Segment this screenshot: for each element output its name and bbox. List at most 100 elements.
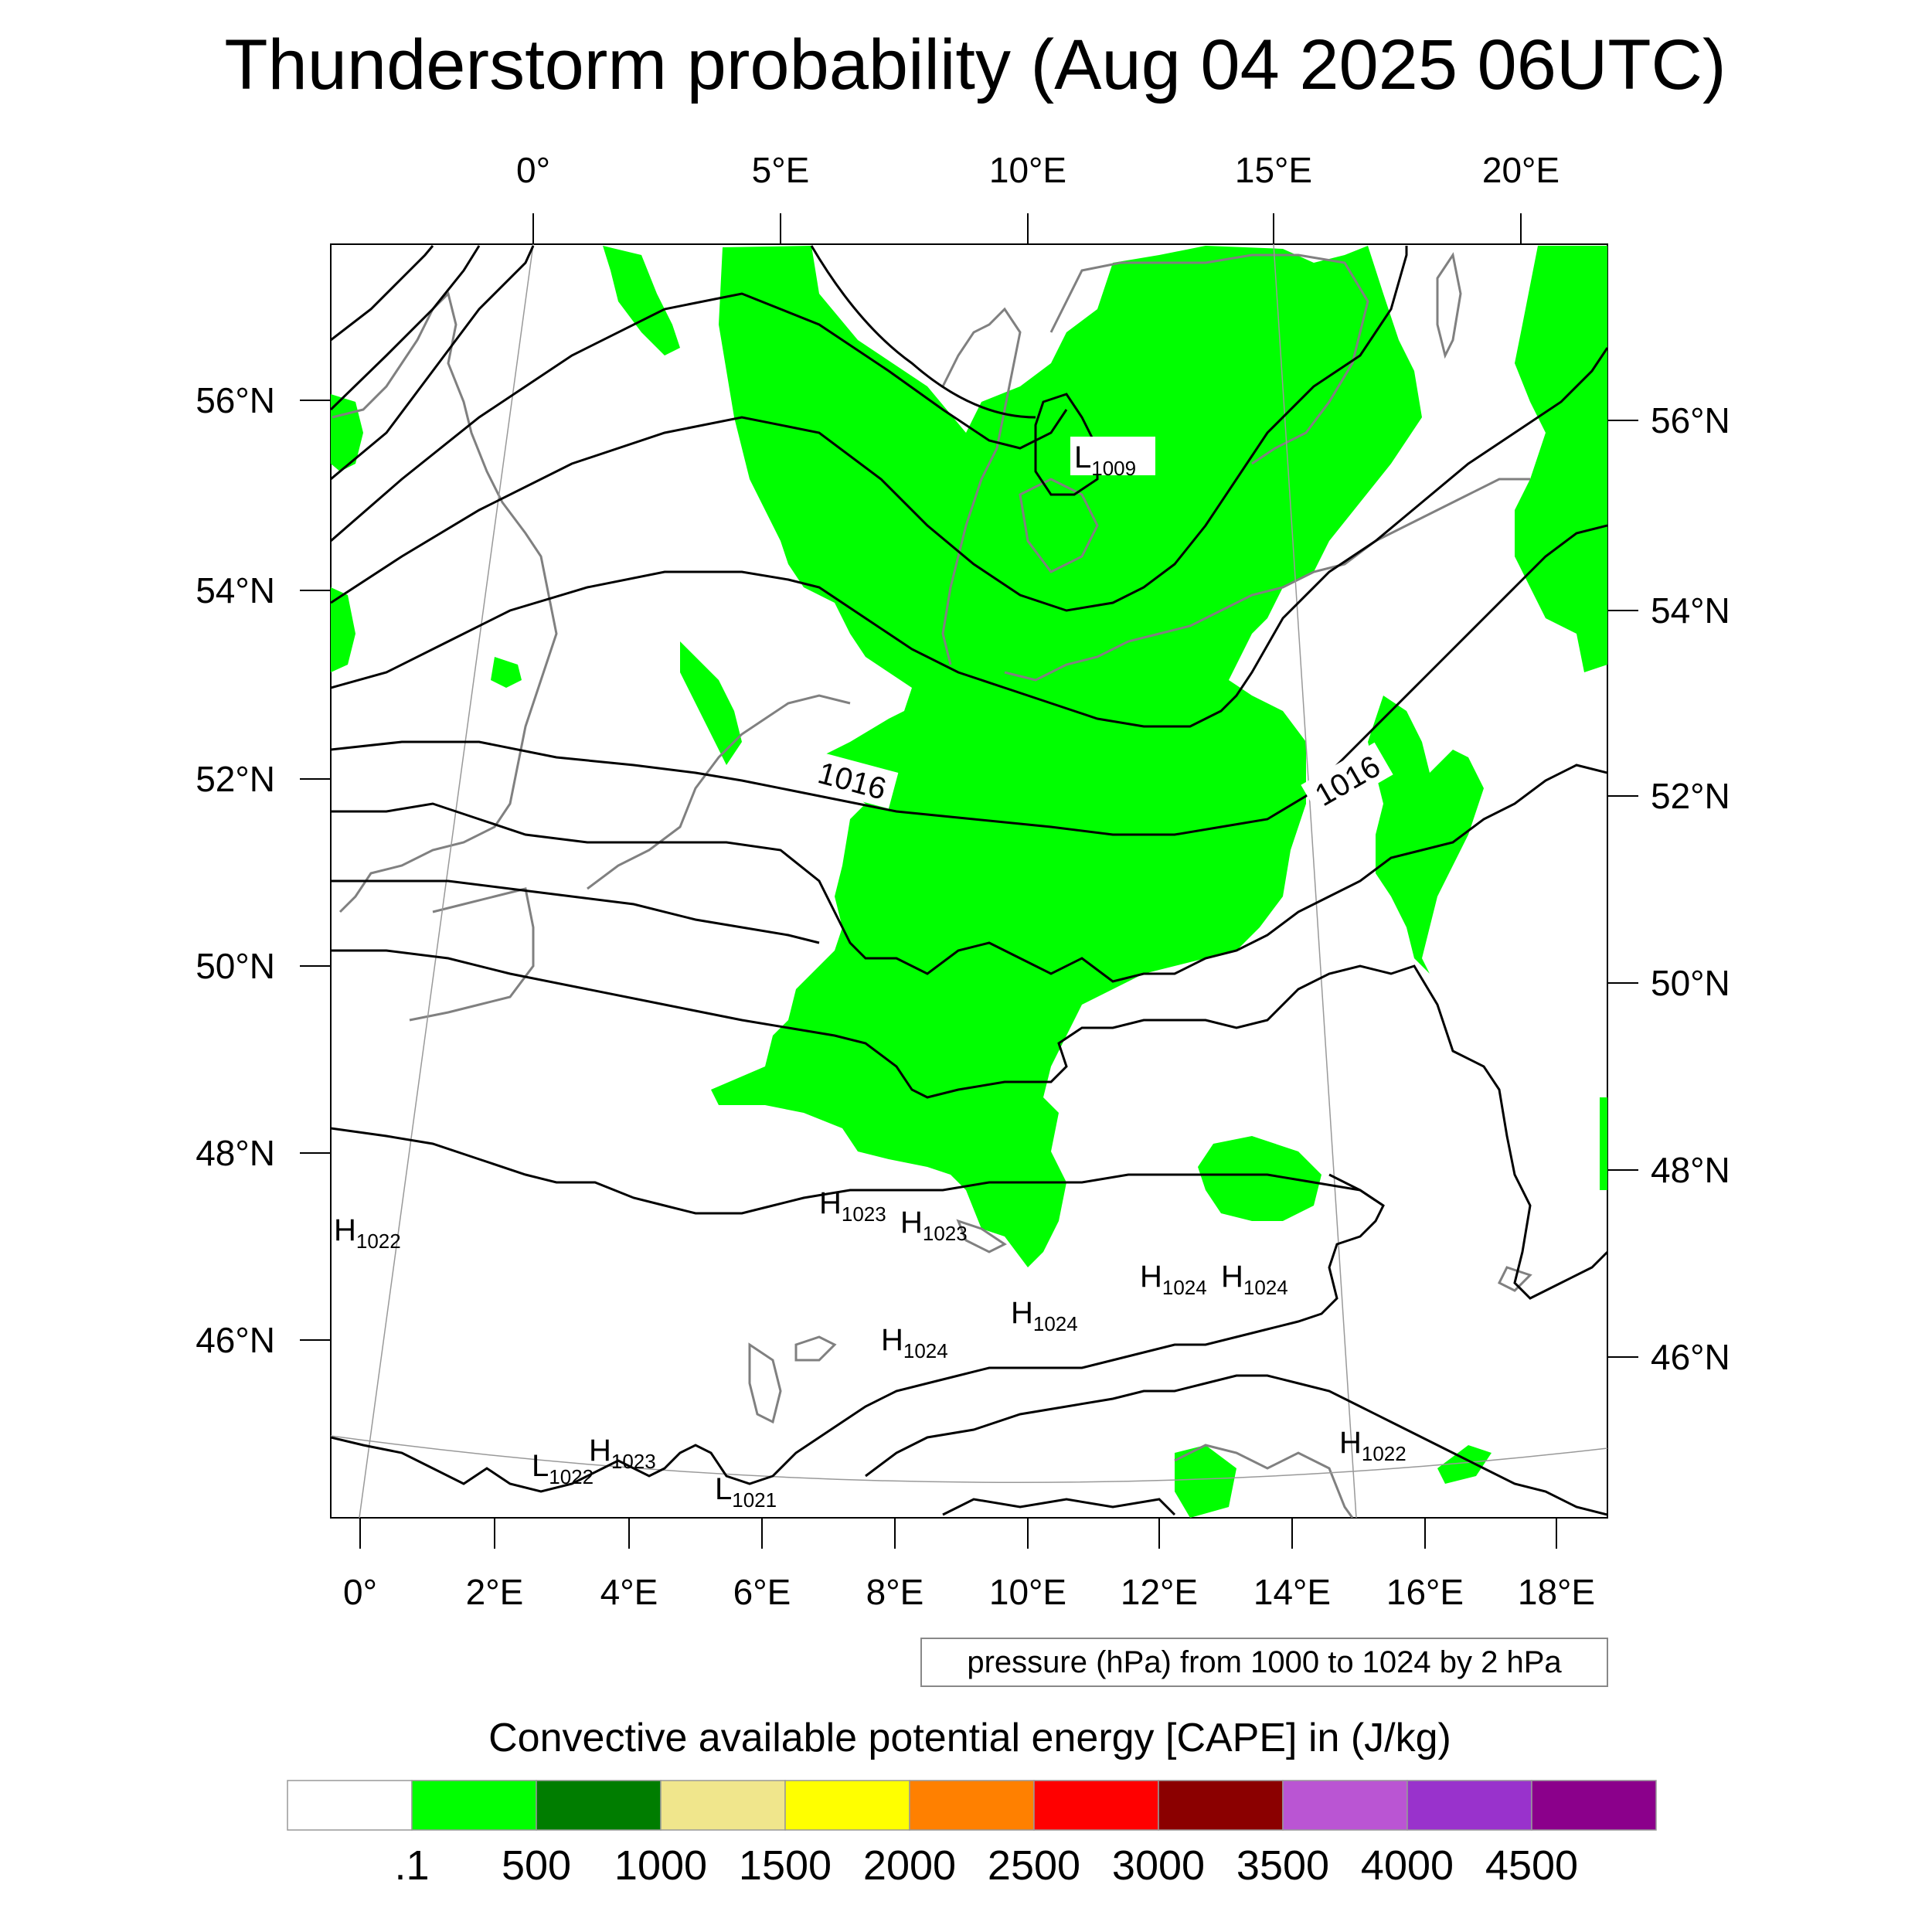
svg-text:H1024: H1024 bbox=[1140, 1260, 1207, 1299]
isobar-2 bbox=[331, 245, 481, 411]
top-tick-label: 15°E bbox=[1235, 150, 1312, 190]
bottom-axis-labels: 0° 2°E 4°E 6°E 8°E 10°E 12°E 14°E 16°E 1… bbox=[343, 1572, 1595, 1612]
bottom-tick-label: 14°E bbox=[1253, 1572, 1331, 1612]
pressure-center-l1009: L1009 bbox=[1070, 437, 1155, 480]
colorbar-swatch bbox=[536, 1780, 662, 1831]
colorbar-label: 4500 bbox=[1485, 1842, 1578, 1889]
colorbar-swatch bbox=[1406, 1780, 1532, 1831]
isobar-1 bbox=[331, 245, 434, 342]
isobar-8 bbox=[331, 524, 1607, 836]
colorbar-swatch bbox=[1158, 1780, 1284, 1831]
parallel-45n bbox=[331, 1435, 1607, 1484]
pressure-center-h1023-b: H1023 bbox=[900, 1206, 968, 1245]
colorbar-labels: .1 500 1000 1500 2000 2500 3000 3500 4000 4500 bbox=[394, 1842, 1578, 1889]
bottom-tick-label: 16°E bbox=[1386, 1572, 1464, 1612]
pressure-center-l1022: L1022 bbox=[532, 1449, 594, 1488]
svg-text:L1021: L1021 bbox=[715, 1472, 777, 1512]
colorbar-label: 4000 bbox=[1361, 1842, 1454, 1889]
left-tick-label: 48°N bbox=[196, 1133, 275, 1173]
right-tick-label: 54°N bbox=[1651, 590, 1730, 631]
map-panel: 1016 1016 L1009 H1022 H1023 H1023 H1024 bbox=[196, 150, 1730, 1612]
pressure-center-labels: L1009 H1022 H1023 H1023 H1024 H1024 H102… bbox=[334, 437, 1406, 1512]
isobar-10 bbox=[331, 879, 820, 944]
map-title: Thunderstorm probability (Aug 04 2025 06… bbox=[224, 26, 1726, 104]
colorbar-swatch bbox=[660, 1780, 786, 1831]
left-axis-labels: 56°N 54°N 52°N 50°N 48°N 46°N bbox=[196, 380, 275, 1360]
isobars bbox=[331, 245, 1607, 1516]
isobar-7 bbox=[331, 347, 1607, 728]
cape-area-main bbox=[711, 246, 1422, 1267]
left-tick-label: 56°N bbox=[196, 380, 275, 420]
svg-text:H1024: H1024 bbox=[1011, 1296, 1078, 1335]
bottom-tick-label: 6°E bbox=[733, 1572, 791, 1612]
right-tick-label: 56°N bbox=[1651, 400, 1730, 440]
colorbar-label: 2500 bbox=[988, 1842, 1080, 1889]
left-tick-label: 50°N bbox=[196, 946, 275, 986]
svg-text:H1023: H1023 bbox=[900, 1206, 968, 1245]
coast-baltic-south bbox=[1004, 478, 1530, 682]
colorbar-label: 3000 bbox=[1112, 1842, 1205, 1889]
isobar-16 bbox=[942, 1498, 1176, 1516]
colorbar-label: 500 bbox=[502, 1842, 571, 1889]
colorbar-swatch bbox=[909, 1780, 1035, 1831]
isobar-4 bbox=[331, 292, 1068, 543]
colorbar-swatches bbox=[287, 1780, 1657, 1831]
left-tick-label: 54°N bbox=[196, 570, 275, 611]
pressure-center-h1023-c: H1023 bbox=[589, 1434, 656, 1473]
top-tick-label: 20°E bbox=[1482, 150, 1560, 190]
isobar-5 bbox=[810, 245, 1036, 419]
cape-area-se-corner bbox=[1437, 1445, 1492, 1484]
colorbar-label: 1000 bbox=[614, 1842, 707, 1889]
isobar-3 bbox=[331, 245, 535, 481]
bottom-tick-label: 0° bbox=[343, 1572, 377, 1612]
right-tick-label: 52°N bbox=[1651, 776, 1730, 816]
tick-marks bbox=[300, 213, 1638, 1549]
coast-gotland bbox=[1436, 252, 1462, 359]
coast-dk-islands bbox=[1019, 478, 1099, 573]
cape-area-east bbox=[1368, 696, 1484, 974]
coast-benelux bbox=[587, 694, 851, 890]
contour-info-box: pressure (hPa) from 1000 to 1024 by 2 hP… bbox=[920, 1638, 1608, 1687]
colorbar-label: 2000 bbox=[863, 1842, 956, 1889]
bottom-tick-label: 8°E bbox=[866, 1572, 924, 1612]
svg-text:H1024: H1024 bbox=[1221, 1260, 1288, 1299]
pressure-center-h1022-west: H1022 bbox=[334, 1213, 401, 1253]
svg-text:H1023: H1023 bbox=[819, 1186, 886, 1226]
colorbar-swatch bbox=[287, 1780, 413, 1831]
colorbar-swatch bbox=[1033, 1780, 1159, 1831]
coast-britain bbox=[332, 291, 558, 913]
lake-balaton bbox=[1497, 1266, 1532, 1292]
coast-france-north bbox=[409, 887, 535, 1022]
colorbar-swatch bbox=[1282, 1780, 1408, 1831]
pressure-center-l1021: L1021 bbox=[715, 1472, 777, 1512]
pressure-center-h1024-d: H1024 bbox=[881, 1323, 948, 1362]
bottom-tick-label: 18°E bbox=[1518, 1572, 1595, 1612]
cape-area-alps-south bbox=[1175, 1445, 1236, 1518]
svg-text:L1022: L1022 bbox=[532, 1449, 594, 1488]
cape-area-right-edge bbox=[1600, 1097, 1607, 1190]
contour-info-text: pressure (hPa) from 1000 to 1024 by 2 hP… bbox=[967, 1645, 1562, 1679]
bottom-tick-label: 10°E bbox=[989, 1572, 1066, 1612]
top-axis-labels: 0° 5°E 10°E 15°E 20°E bbox=[516, 150, 1560, 190]
cape-area-left-edge-1 bbox=[331, 394, 363, 471]
left-tick-label: 52°N bbox=[196, 759, 275, 799]
svg-text:H1023: H1023 bbox=[589, 1434, 656, 1473]
cape-area-uk-dot bbox=[491, 657, 522, 688]
coastlines bbox=[332, 252, 1532, 1518]
isobar-13 bbox=[331, 1436, 588, 1493]
lake-constance bbox=[956, 1219, 1007, 1253]
right-tick-label: 48°N bbox=[1651, 1150, 1730, 1190]
pressure-center-h1024-a: H1024 bbox=[1140, 1260, 1207, 1299]
isobar-14 bbox=[865, 1374, 1607, 1516]
top-tick-label: 10°E bbox=[989, 150, 1066, 190]
top-tick-label: 5°E bbox=[752, 150, 810, 190]
cape-area-left-edge-2 bbox=[331, 587, 355, 672]
right-tick-label: 46°N bbox=[1651, 1337, 1730, 1377]
svg-text:H1022: H1022 bbox=[334, 1213, 401, 1253]
cape-area-west-fringe bbox=[680, 641, 742, 765]
colorbar-swatch bbox=[411, 1780, 537, 1831]
svg-text:H1022: H1022 bbox=[1339, 1426, 1406, 1465]
isobar-15 bbox=[1328, 1173, 1384, 1207]
pressure-center-h1023-a: H1023 bbox=[819, 1186, 886, 1226]
